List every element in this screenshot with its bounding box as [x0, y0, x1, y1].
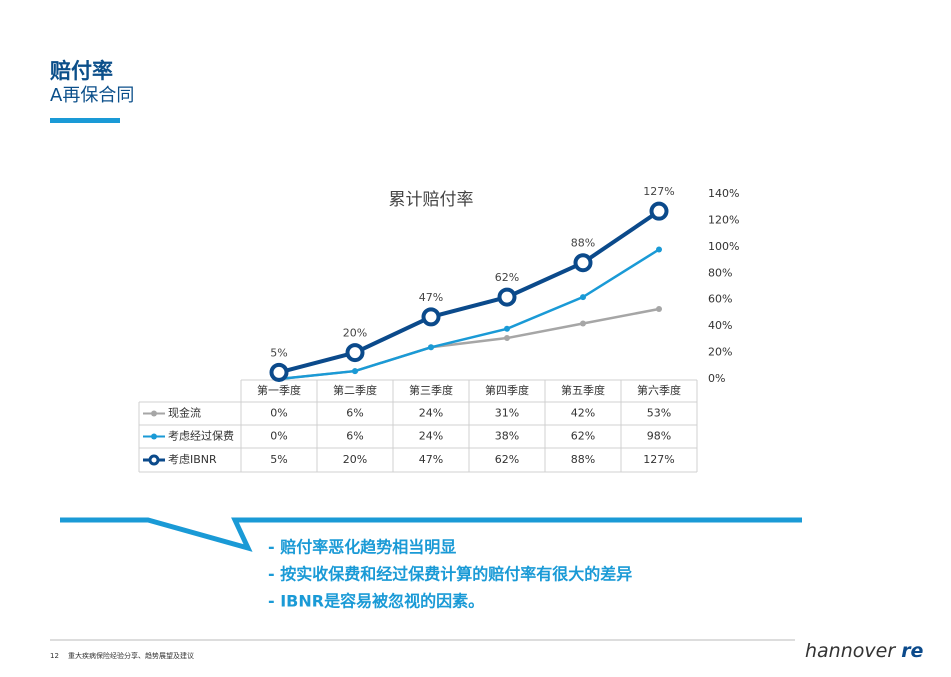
footer-text: 重大疾病保险经验分享、趋势展望及建议 — [68, 651, 194, 660]
y-tick-label: 20% — [708, 346, 732, 359]
table-cell: 0% — [270, 430, 287, 443]
point — [656, 305, 662, 312]
logo-mark: re — [901, 640, 923, 662]
table-cell: 24% — [419, 430, 443, 443]
point — [352, 368, 358, 375]
table-cell: 5% — [270, 453, 287, 466]
point — [580, 294, 586, 301]
table-cell: 6% — [346, 407, 363, 420]
point — [421, 307, 441, 327]
data-label: 88% — [571, 237, 595, 250]
bullet: - 赔付率恶化趋势相当明显 — [268, 538, 456, 557]
y-tick-label: 40% — [708, 319, 732, 332]
y-tick-label: 100% — [708, 240, 739, 253]
point — [649, 201, 669, 221]
table-cell: 6% — [346, 430, 363, 443]
table-cell: 42% — [571, 407, 595, 420]
table-cell: 62% — [571, 430, 595, 443]
series-line — [278, 209, 661, 375]
legend-swatch — [151, 410, 157, 417]
data-label: 127% — [643, 185, 674, 198]
data-label: 5% — [270, 346, 287, 359]
table-cell: 53% — [647, 407, 671, 420]
y-tick-label: 60% — [708, 293, 732, 306]
logo: hannover re — [805, 640, 924, 662]
data-label: 47% — [419, 291, 443, 304]
y-tick-label: 80% — [708, 266, 732, 279]
x-tick-label: 第一季度 — [257, 383, 301, 397]
series-line — [278, 307, 660, 381]
table-cell: 88% — [571, 453, 595, 466]
legend-swatch — [151, 433, 157, 440]
chart-title: 累计赔付率 — [389, 190, 474, 210]
bullet: - 按实收保费和经过保费计算的赔付率有很大的差异 — [268, 565, 632, 584]
point — [504, 335, 510, 342]
x-tick-label: 第四季度 — [485, 383, 529, 397]
table-cell: 31% — [495, 407, 519, 420]
page-number: 12 — [50, 652, 59, 660]
series-line — [278, 248, 660, 381]
legend-swatch — [148, 454, 160, 466]
y-tick-label: 140% — [708, 187, 739, 200]
point — [573, 253, 593, 273]
table-cell: 20% — [343, 453, 367, 466]
table-cell: 38% — [495, 430, 519, 443]
title-bar — [50, 118, 120, 123]
data-label: 62% — [495, 271, 519, 284]
point — [504, 325, 510, 332]
legend-label: 考虑经过保费 — [168, 429, 234, 443]
legend-label: 考虑IBNR — [168, 453, 217, 466]
x-tick-label: 第二季度 — [333, 383, 377, 397]
point — [345, 343, 365, 363]
y-tick-label: 0% — [708, 372, 725, 385]
table-cell: 47% — [419, 453, 443, 466]
y-tick-label: 120% — [708, 213, 739, 226]
bullet: - IBNR是容易被忽视的因素。 — [268, 592, 484, 611]
point — [580, 320, 586, 327]
point — [428, 344, 434, 351]
table-cell: 0% — [270, 407, 287, 420]
slide-subtitle: A再保合同 — [50, 85, 134, 106]
table-cell: 127% — [643, 453, 674, 466]
table-cell: 98% — [647, 430, 671, 443]
point — [497, 287, 517, 307]
callout-line — [60, 517, 802, 552]
table-cell: 62% — [495, 453, 519, 466]
x-tick-label: 第六季度 — [637, 383, 681, 397]
logo-main: hannover — [805, 640, 896, 662]
legend-label: 现金流 — [168, 406, 201, 420]
slide-title: 赔付率 — [50, 59, 113, 83]
x-tick-label: 第三季度 — [409, 383, 453, 397]
point — [656, 246, 662, 253]
data-label: 20% — [343, 327, 367, 340]
point — [269, 362, 289, 382]
table-cell: 24% — [419, 407, 443, 420]
x-tick-label: 第五季度 — [561, 383, 605, 397]
